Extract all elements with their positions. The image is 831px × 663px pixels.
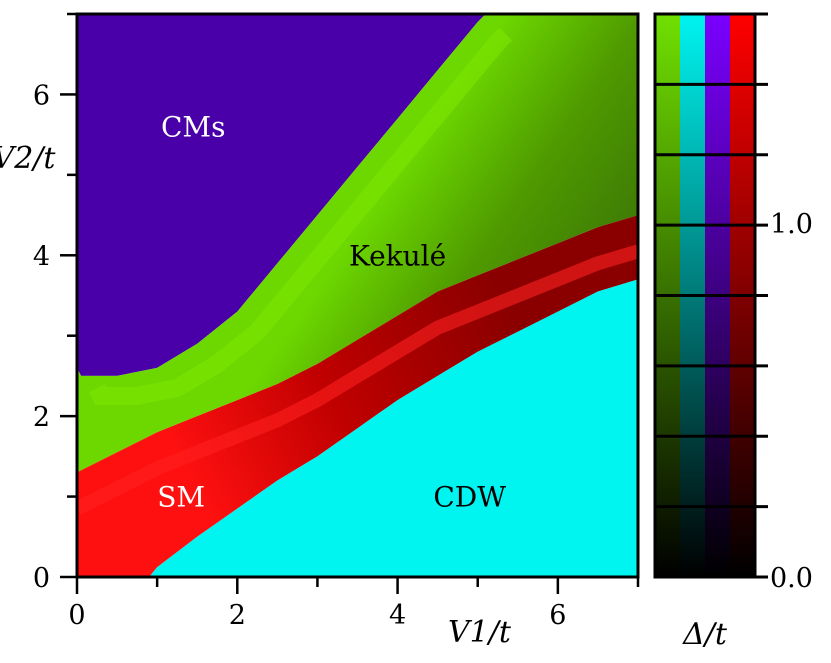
colorbar-frame bbox=[653, 12, 757, 579]
plot-frame bbox=[75, 12, 640, 579]
region-cms bbox=[77, 14, 486, 376]
colorbar: 1.0 0.0 Δ/t bbox=[653, 12, 813, 652]
x-tick-label: 0 bbox=[68, 600, 85, 631]
y-tick-label: 4 bbox=[33, 241, 50, 272]
region-label-cms: CMs bbox=[161, 111, 225, 144]
x-axis: 0 2 4 6 bbox=[68, 578, 640, 631]
region-label-cdw: CDW bbox=[433, 481, 506, 514]
x-axis-title: V1/t bbox=[448, 615, 512, 650]
colorbar-title: Δ/t bbox=[682, 617, 728, 652]
x-tick-label: 2 bbox=[229, 600, 246, 631]
kekule-ridge bbox=[88, 27, 513, 405]
colorbar-tick-label-1: 1.0 bbox=[770, 209, 813, 240]
y-axis: 0 2 4 6 bbox=[33, 12, 76, 594]
y-tick-label: 6 bbox=[33, 80, 50, 111]
sm-ridge bbox=[77, 244, 638, 515]
x-tick-label: 4 bbox=[389, 600, 406, 631]
x-tick-label: 6 bbox=[549, 600, 566, 631]
region-label-sm: SM bbox=[157, 481, 205, 514]
y-axis-title: V2/t bbox=[0, 141, 56, 176]
region-label-kekule: Kekulé bbox=[349, 239, 446, 272]
y-axis-title-text: V2/t bbox=[0, 141, 56, 176]
region-cdw bbox=[149, 279, 638, 577]
y-tick-label: 0 bbox=[33, 563, 50, 594]
y-tick-label: 2 bbox=[33, 402, 50, 433]
colorbar-tick-label-0: 0.0 bbox=[770, 563, 813, 594]
